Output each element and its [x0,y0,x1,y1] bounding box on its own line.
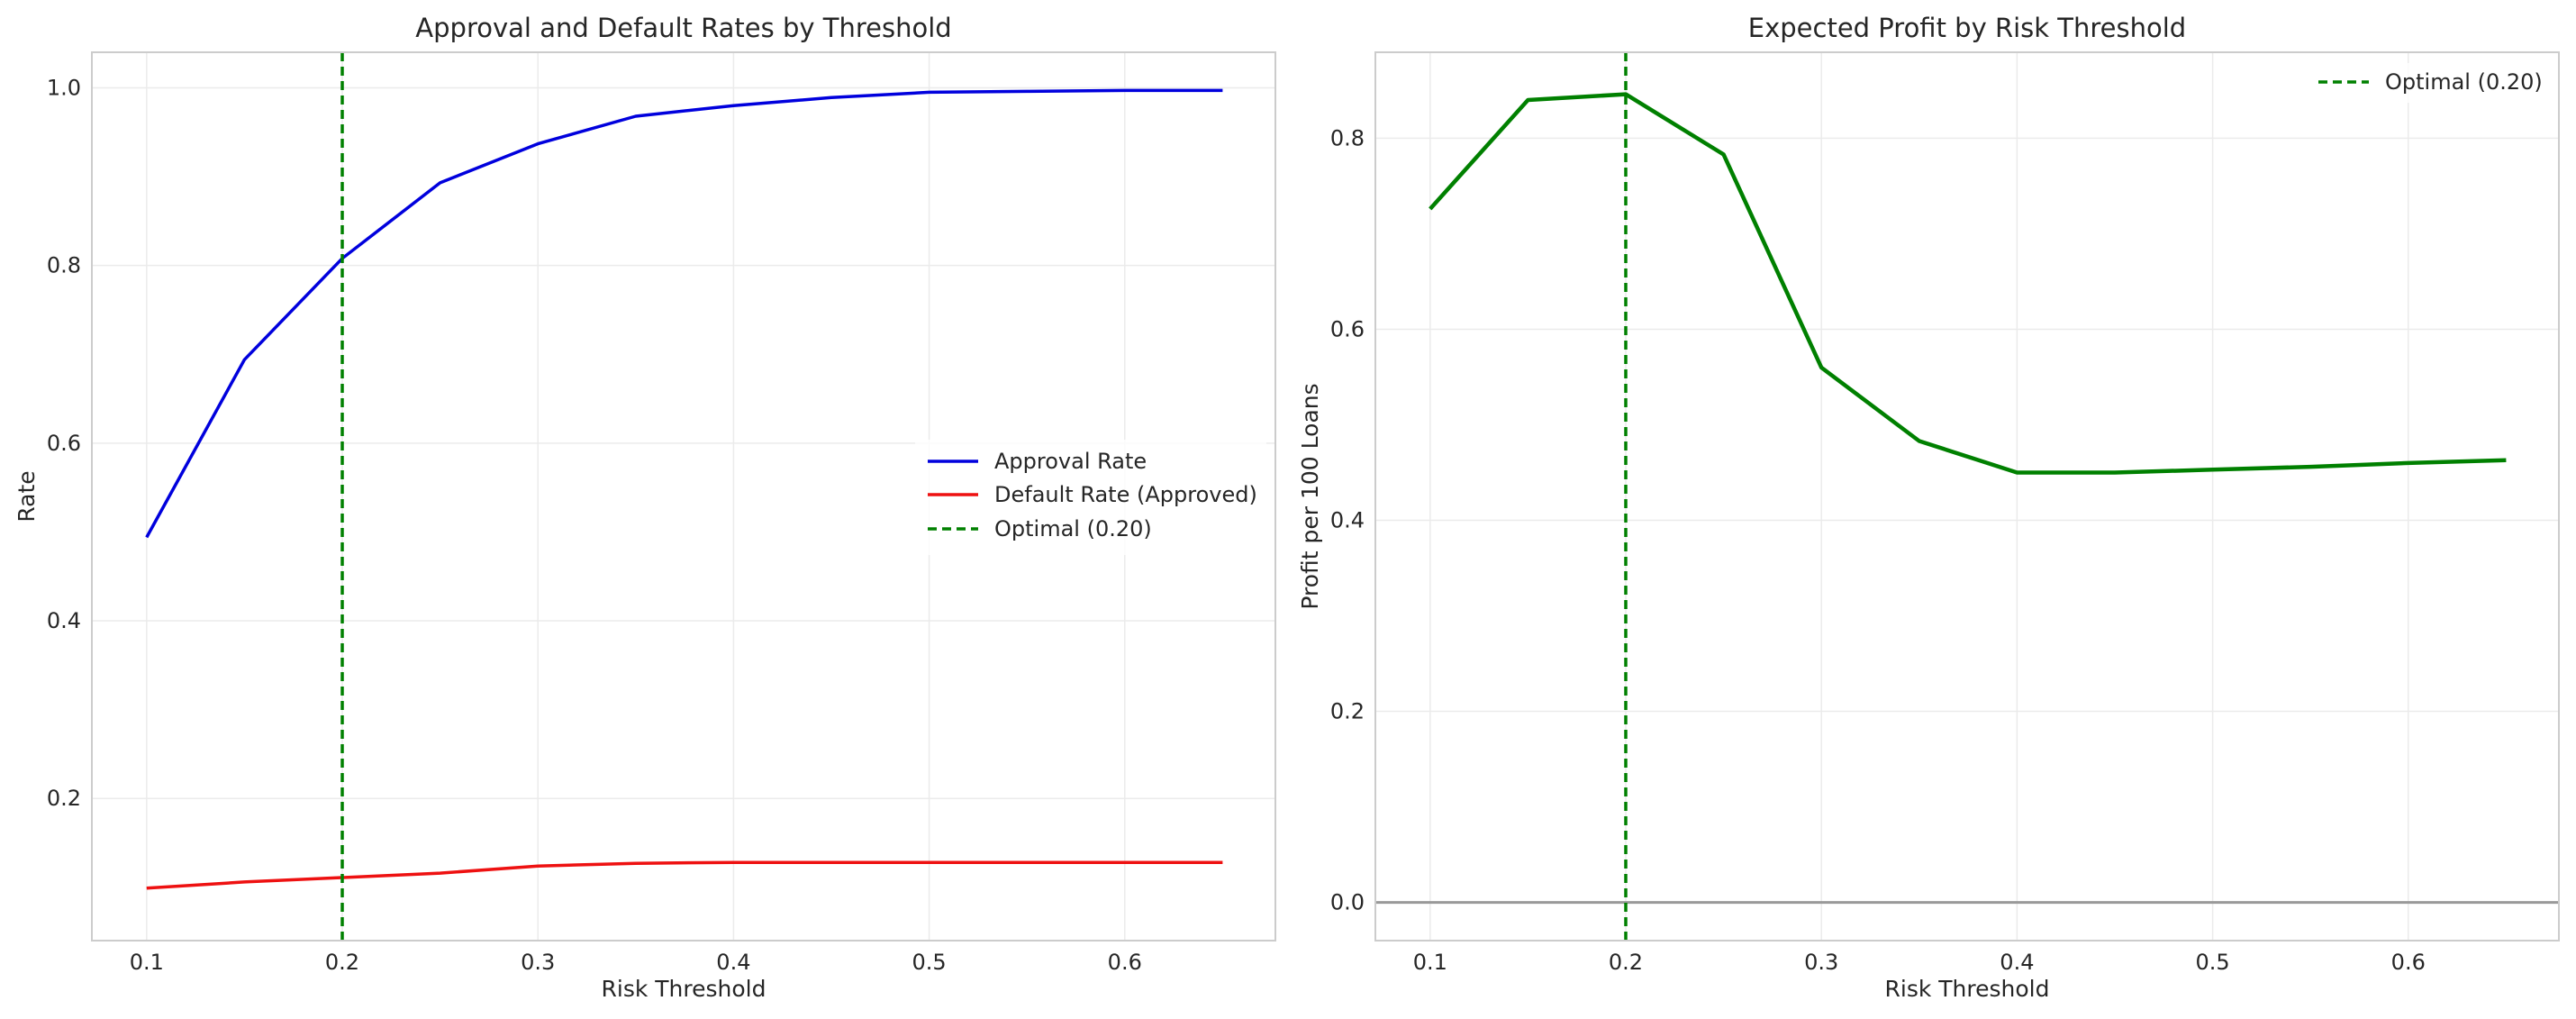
x-axis-label-left: Risk Threshold [602,976,766,1002]
legend-box-left [915,440,1266,555]
y-tick-label: 0.4 [1330,508,1365,533]
legend-label-optimal-left: Optimal (0.20) [994,516,1152,541]
y-ticks-left: 0.2 0.4 0.6 0.8 1.0 [47,75,81,811]
x-tick-label: 0.1 [130,950,164,975]
series-right [1375,52,2559,941]
x-tick-label: 0.5 [2195,950,2229,975]
plot-frame-left [91,51,1276,942]
plot-area-right [1375,52,2559,941]
y-tick-label: 0.2 [1330,699,1365,724]
y-tick-label: 0.2 [47,786,81,811]
x-ticks-left: 0.1 0.2 0.3 0.4 0.5 0.6 [130,950,1142,975]
y-tick-label: 0.6 [47,431,81,456]
x-ticks-right: 0.1 0.2 0.3 0.4 0.5 0.6 [1413,950,2426,975]
y-tick-label: 0.8 [1330,125,1365,150]
y-tick-label: 0.6 [1330,316,1365,341]
legend-left: Approval Rate Default Rate (Approved) Op… [915,440,1266,555]
x-tick-label: 0.5 [912,950,946,975]
x-tick-label: 0.3 [1804,950,1838,975]
x-tick-label: 0.6 [2391,950,2426,975]
y-ticks-right: 0.0 0.2 0.4 0.6 0.8 [1330,125,1365,914]
series-left [145,52,1223,941]
x-tick-label: 0.2 [325,950,359,975]
x-tick-label: 0.3 [521,950,555,975]
legend-label-default: Default Rate (Approved) [994,482,1257,507]
y-tick-label: 0.8 [47,253,81,278]
x-tick-label: 0.6 [1108,950,1142,975]
series-line-2 [146,860,1223,890]
x-tick-label: 0.4 [2000,950,2034,975]
y-tick-label: 0.4 [47,608,81,633]
y-axis-label-right: Profit per 100 Loans [1297,383,1323,609]
panel-left: 0.1 0.2 0.3 0.4 0.5 0.6 0.2 0.4 0.6 0.8 1.0 Appro… [14,13,1276,1002]
legend-right: Optimal (0.20) [2308,63,2553,103]
x-tick-label: 0.4 [716,950,750,975]
panel-right: 0.1 0.2 0.3 0.4 0.5 0.6 0.0 0.2 0.4 0.6 0.8 Expec… [1297,13,2560,1002]
series-line-1 [145,88,1223,539]
grid-left [92,52,1275,941]
series-line-1 [1429,92,2507,475]
y-axis-label-left: Rate [14,470,40,522]
legend-label-approval: Approval Rate [994,449,1147,474]
chart-title-left: Approval and Default Rates by Threshold [415,13,951,43]
chart-title-right: Expected Profit by Risk Threshold [1748,13,2186,43]
y-tick-label: 1.0 [47,75,81,100]
x-tick-label: 0.2 [1609,950,1643,975]
y-tick-label: 0.0 [1330,890,1365,915]
x-axis-label-right: Risk Threshold [1885,976,2050,1002]
x-tick-label: 0.1 [1413,950,1447,975]
plot-frame-right [1374,51,2560,942]
legend-label-optimal-right: Optimal (0.20) [2385,69,2543,95]
